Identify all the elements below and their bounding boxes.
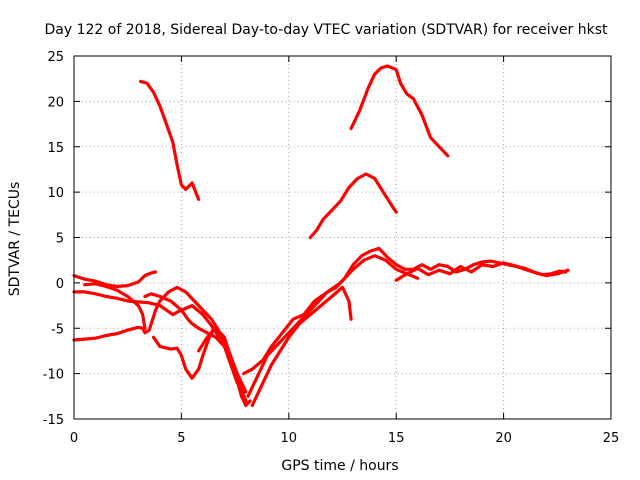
series-track-13 bbox=[242, 254, 420, 376]
x-tick-labels: 0 5 10 15 20 25 bbox=[70, 431, 619, 446]
series-track-3 bbox=[72, 285, 248, 394]
y-tick-label: 25 bbox=[47, 50, 64, 65]
series-track-10 bbox=[308, 172, 398, 240]
x-tick-label: 10 bbox=[281, 431, 298, 446]
series-track-14 bbox=[394, 261, 570, 282]
y-tick-label: -5 bbox=[51, 322, 64, 337]
data-series bbox=[72, 64, 570, 407]
series-track-12 bbox=[250, 285, 353, 407]
y-tick-labels: -15 -10 -5 0 5 10 15 20 25 bbox=[43, 50, 64, 428]
y-axis-label: SDTVAR / TECUs bbox=[7, 182, 23, 297]
x-tick-label: 5 bbox=[177, 431, 185, 446]
x-tick-label: 20 bbox=[495, 431, 512, 446]
x-tick-label: 25 bbox=[603, 431, 620, 446]
gridlines bbox=[74, 56, 611, 419]
y-tick-label: 0 bbox=[56, 277, 64, 292]
series-track-9 bbox=[349, 64, 450, 158]
y-tick-label: 15 bbox=[47, 141, 64, 156]
x-tick-label: 0 bbox=[70, 431, 78, 446]
y-tick-label: -15 bbox=[43, 413, 64, 428]
series-track-8 bbox=[139, 79, 201, 201]
axis-ticks bbox=[73, 55, 612, 420]
series-track-1 bbox=[72, 270, 158, 289]
y-tick-label: -10 bbox=[43, 368, 64, 383]
y-tick-label: 20 bbox=[47, 95, 64, 110]
x-tick-label: 15 bbox=[388, 431, 405, 446]
chart-title: Day 122 of 2018, Sidereal Day-to-day VTE… bbox=[45, 22, 608, 38]
x-axis-label: GPS time / hours bbox=[281, 458, 398, 474]
series-track-7 bbox=[197, 326, 252, 407]
y-tick-label: 5 bbox=[56, 232, 64, 247]
series-track-4 bbox=[83, 282, 147, 330]
series-track-5 bbox=[143, 292, 248, 407]
y-tick-label: 10 bbox=[47, 186, 64, 201]
